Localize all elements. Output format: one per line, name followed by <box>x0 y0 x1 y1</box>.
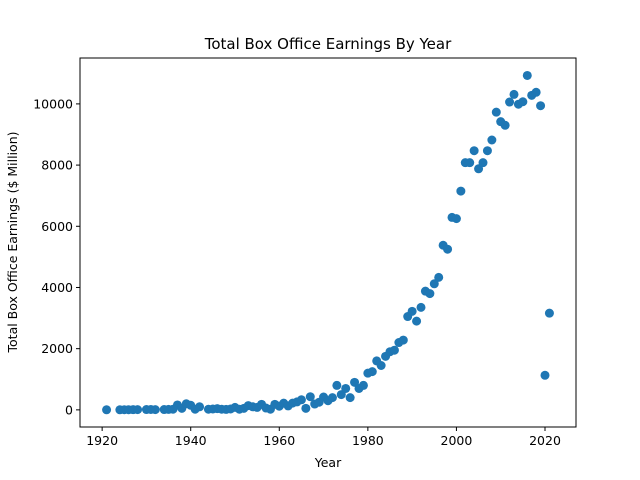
y-tick-label: 6000 <box>41 219 73 234</box>
plot-area-frame <box>79 57 577 428</box>
data-point <box>412 316 422 326</box>
data-point <box>358 380 368 390</box>
data-point <box>416 302 426 312</box>
x-tick-label: 1940 <box>175 433 207 448</box>
data-point <box>332 380 342 390</box>
data-point <box>305 392 315 402</box>
data-point <box>195 402 205 412</box>
data-point <box>482 146 492 156</box>
chart-title: Total Box Office Earnings By Year <box>204 35 452 53</box>
data-point <box>367 367 377 377</box>
data-point <box>540 370 550 380</box>
data-point <box>469 146 479 156</box>
y-tick-label: 4000 <box>41 280 73 295</box>
data-point <box>345 393 355 403</box>
y-tick-label: 8000 <box>41 158 73 173</box>
data-point <box>102 405 112 415</box>
x-tick-label: 1920 <box>86 433 118 448</box>
data-point <box>133 405 143 415</box>
data-point <box>522 70 532 80</box>
data-point <box>491 107 501 117</box>
data-point <box>327 393 337 403</box>
data-point <box>443 244 453 254</box>
data-point <box>536 101 546 111</box>
data-points <box>102 70 554 415</box>
y-axis-label: Total Box Office Earnings ($ Million) <box>5 132 20 354</box>
data-point <box>389 345 399 355</box>
data-point <box>487 135 497 145</box>
x-axis-ticks: 1920 1940 1960 1980 2000 2020 <box>86 427 561 448</box>
data-point <box>451 214 461 224</box>
data-point <box>500 120 510 130</box>
data-point <box>407 306 417 316</box>
data-point <box>376 361 386 370</box>
data-point <box>301 403 311 413</box>
data-point <box>531 87 541 97</box>
data-point <box>434 272 444 282</box>
x-tick-label: 2000 <box>441 433 473 448</box>
y-tick-label: 0 <box>65 402 73 417</box>
data-point <box>341 383 351 393</box>
data-point <box>425 289 435 299</box>
data-point <box>505 97 515 107</box>
data-point <box>456 186 466 196</box>
data-point <box>544 308 554 318</box>
data-point <box>518 97 528 107</box>
data-point <box>478 158 488 168</box>
y-tick-label: 2000 <box>41 341 73 356</box>
x-axis-label: Year <box>314 455 342 470</box>
x-tick-label: 2020 <box>529 433 561 448</box>
x-tick-label: 1960 <box>263 433 295 448</box>
data-point <box>296 395 306 405</box>
y-tick-label: 10000 <box>33 96 73 111</box>
x-tick-label: 1980 <box>352 433 384 448</box>
data-point <box>509 89 519 99</box>
data-point <box>398 335 408 345</box>
y-axis-ticks: 0 2000 4000 6000 8000 10000 <box>33 96 80 417</box>
data-point <box>465 158 475 168</box>
data-point <box>150 405 160 415</box>
data-point <box>429 279 439 289</box>
